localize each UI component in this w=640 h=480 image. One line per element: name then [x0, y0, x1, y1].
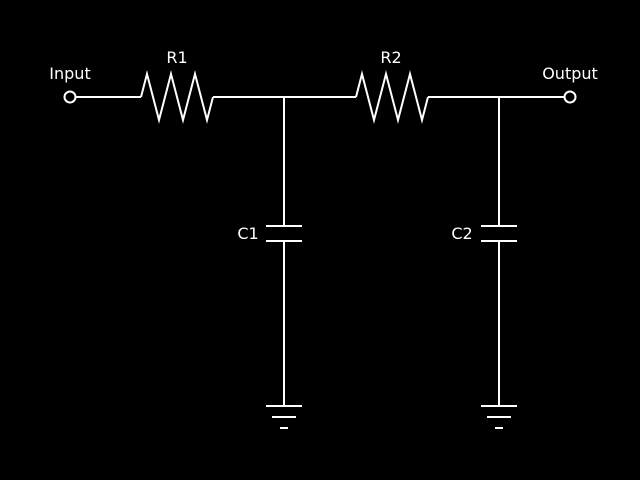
input-label: Input [49, 64, 90, 83]
output-label: Output [542, 64, 598, 83]
output-terminal [563, 90, 577, 104]
c1-label: C1 [237, 224, 258, 243]
r2-label: R2 [380, 48, 401, 67]
c2-label: C2 [451, 224, 472, 243]
r1-label: R1 [166, 48, 187, 67]
resistor-r1-symbol [140, 70, 214, 124]
input-terminal [63, 90, 77, 104]
resistor-r2-symbol [355, 70, 429, 124]
